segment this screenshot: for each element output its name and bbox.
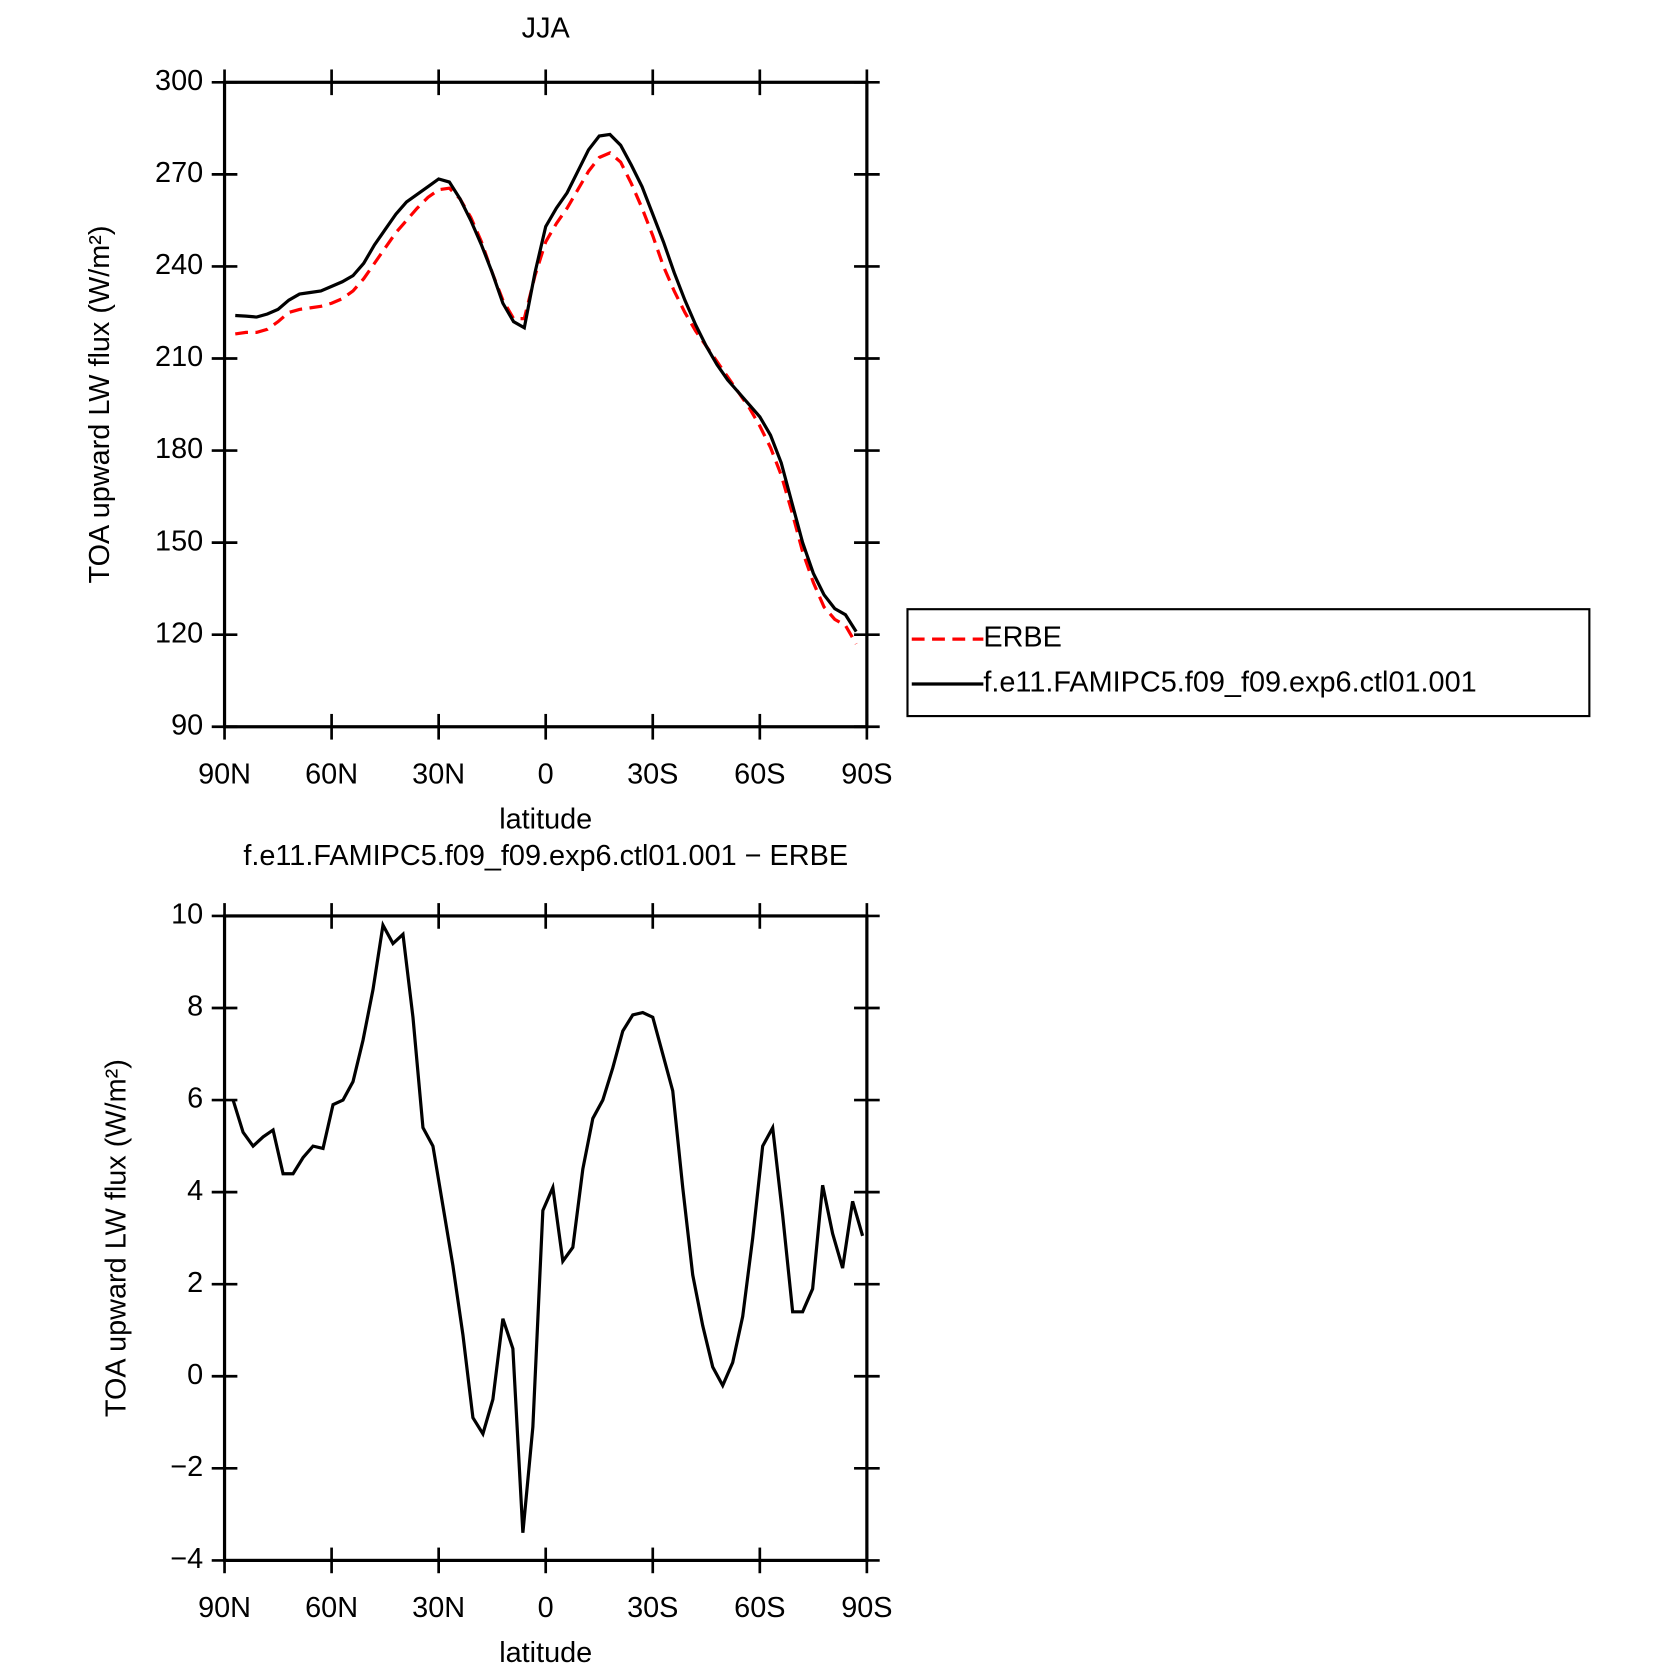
legend-label: ERBE	[983, 622, 1062, 654]
chart-title: JJA	[522, 13, 571, 45]
y-tick-label: 90	[171, 709, 203, 741]
x-tick-label: 30S	[627, 759, 678, 791]
legend-label: f.e11.FAMIPC5.f09_f09.exp6.ctl01.001	[983, 667, 1476, 699]
x-tick-label: 30S	[627, 1592, 678, 1624]
legend-box	[906, 608, 1591, 718]
x-tick-label: 60N	[305, 759, 358, 791]
x-tick-label: 30N	[412, 759, 465, 791]
y-tick-label: 2	[187, 1267, 203, 1299]
y-tick-label: 150	[155, 525, 203, 557]
data-line	[235, 151, 858, 645]
y-tick-label: −2	[170, 1451, 203, 1483]
y-tick-label: 10	[171, 899, 203, 931]
x-tick-label: 90N	[198, 759, 251, 791]
plot-frame	[222, 914, 869, 1563]
plot-frame	[222, 80, 869, 729]
y-tick-label: 6	[187, 1083, 203, 1115]
x-axis-label: latitude	[499, 1637, 592, 1663]
x-tick-label: 90N	[198, 1592, 251, 1624]
x-tick-label: 0	[538, 1592, 554, 1624]
chart-title: f.e11.FAMIPC5.f09_f09.exp6.ctl01.001 − E…	[243, 840, 848, 872]
y-tick-label: −4	[170, 1543, 203, 1575]
y-tick-label: 270	[155, 157, 203, 189]
y-axis-label: TOA upward LW flux (W/m²)	[100, 1059, 132, 1417]
y-tick-label: 180	[155, 433, 203, 465]
x-tick-label: 0	[538, 759, 554, 791]
x-tick-label: 90S	[841, 759, 892, 791]
x-tick-label: 30N	[412, 1592, 465, 1624]
y-tick-label: 240	[155, 249, 203, 281]
data-line	[235, 132, 858, 633]
y-tick-label: 120	[155, 617, 203, 649]
y-axis-label: TOA upward LW flux (W/m²)	[84, 226, 116, 584]
y-tick-label: 210	[155, 341, 203, 373]
x-tick-label: 90S	[841, 1592, 892, 1624]
x-tick-label: 60N	[305, 1592, 358, 1624]
x-tick-label: 60S	[734, 1592, 785, 1624]
data-line	[231, 920, 865, 1533]
y-tick-label: 4	[187, 1175, 203, 1207]
x-tick-label: 60S	[734, 759, 785, 791]
y-tick-label: 8	[187, 991, 203, 1023]
x-axis-label: latitude	[499, 803, 592, 835]
y-tick-label: 300	[155, 65, 203, 97]
y-tick-label: 0	[187, 1359, 203, 1391]
